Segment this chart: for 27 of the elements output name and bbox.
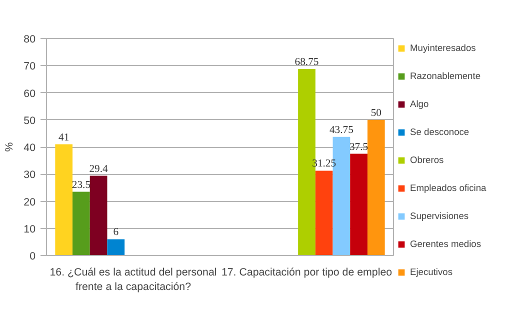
data-label: 29.4 <box>89 164 109 175</box>
legend-label: Se desconoce <box>410 126 470 138</box>
y-axis-title: % <box>4 142 16 152</box>
y-tick-label: 70 <box>24 60 36 73</box>
legend-label: Razonablemente <box>410 70 482 82</box>
y-tick-label: 50 <box>24 114 36 127</box>
legend-label: Supervisiones <box>410 210 470 222</box>
y-tick-label: 10 <box>24 223 36 236</box>
legend-label: Gerentes medios <box>410 238 482 250</box>
y-tick-label: 30 <box>24 169 36 182</box>
x-tick-label: 17. Capacitación por tipo de empleo <box>221 266 392 278</box>
data-label: 50 <box>370 108 382 119</box>
data-label: 41 <box>58 132 70 144</box>
legend-label: Empleados oficina <box>410 182 488 194</box>
legend-label: Obreros <box>410 154 445 166</box>
data-label: 68.75 <box>294 57 319 68</box>
y-tick-label: 0 <box>30 250 36 262</box>
legend-label: Ejecutivos <box>410 266 454 278</box>
y-tick-label: 20 <box>24 196 36 208</box>
legend-label: Muyinteresados <box>410 42 477 54</box>
y-tick-label: 60 <box>24 88 36 100</box>
legend-label: Algo <box>410 98 430 110</box>
x-tick-label: 16. ¿Cuál es la actitud del personal frente a la capacitación? <box>50 266 217 293</box>
data-label: 6 <box>113 227 120 238</box>
y-tick-label: 80 <box>24 34 36 46</box>
data-label: 43.75 <box>329 124 354 136</box>
y-tick-label: 40 <box>24 142 36 154</box>
